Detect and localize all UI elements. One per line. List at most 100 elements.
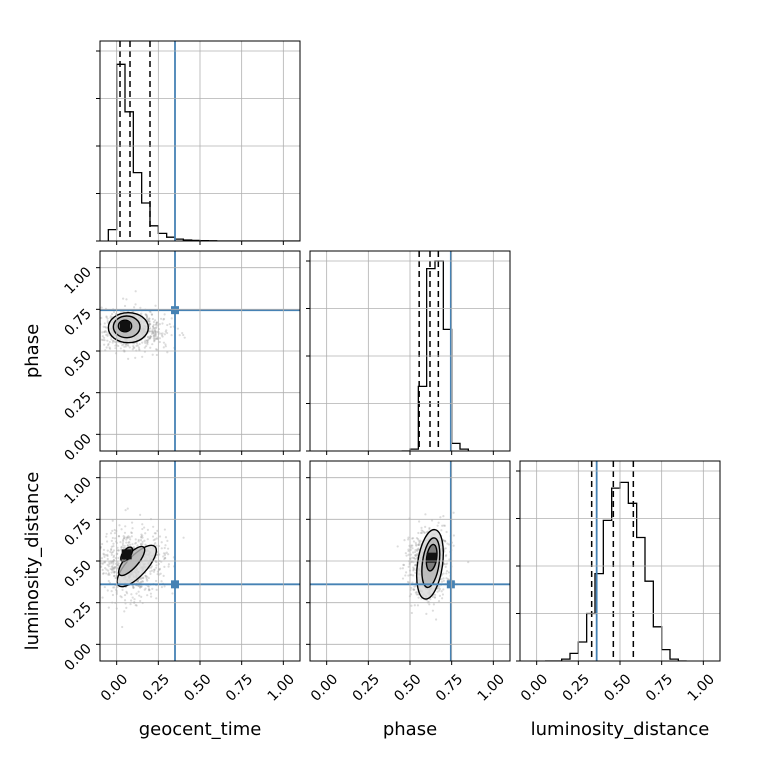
sample-point: [467, 560, 470, 564]
y-tick-label: 1.00: [61, 264, 94, 297]
sample-point: [127, 536, 130, 539]
sample-point: [155, 537, 158, 540]
panel-border: [309, 460, 511, 662]
sample-point: [429, 598, 432, 601]
sample-point: [144, 345, 148, 348]
sample-point: [148, 323, 151, 326]
sample-point: [101, 331, 104, 334]
sample-point: [146, 339, 149, 342]
sample-point: [412, 574, 415, 577]
sample-point: [413, 588, 416, 591]
sample-point: [139, 585, 142, 588]
sample-point: [121, 344, 124, 347]
sample-point: [142, 577, 145, 580]
sample-point: [440, 529, 443, 532]
sample-point: [94, 343, 96, 345]
sample-point: [425, 531, 428, 534]
sample-point: [414, 591, 417, 594]
sample-point: [139, 539, 143, 542]
sample-point: [106, 549, 109, 552]
sample-point: [96, 330, 98, 332]
sample-point: [169, 325, 172, 329]
sample-point: [412, 588, 415, 591]
sample-point: [446, 562, 449, 565]
sample-point: [93, 560, 95, 562]
sample-point: [442, 579, 445, 582]
sample-point: [108, 561, 111, 564]
sample-point: [128, 346, 131, 349]
sample-point: [444, 563, 448, 566]
sample-point: [124, 343, 128, 346]
sample-point: [443, 540, 447, 543]
x-axis-label-phase: phase: [383, 719, 437, 740]
sample-point: [166, 323, 169, 327]
sample-point: [155, 322, 158, 325]
sample-point: [138, 585, 141, 588]
sample-point: [125, 536, 128, 540]
sample-point: [154, 329, 157, 332]
sample-point: [444, 547, 447, 550]
sample-point: [133, 598, 136, 601]
sample-point: [109, 550, 112, 553]
sample-point: [112, 542, 115, 545]
sample-point: [125, 541, 128, 544]
sample-point: [407, 553, 410, 556]
sample-point: [112, 339, 115, 343]
sample-point: [114, 347, 117, 350]
sample-point: [113, 528, 116, 532]
sample-point: [417, 547, 420, 550]
sample-point: [153, 568, 156, 571]
sample-point: [442, 572, 445, 575]
sample-point: [105, 572, 108, 575]
sample-point: [414, 553, 417, 557]
sample-point: [416, 604, 420, 607]
sample-point: [108, 346, 111, 349]
sample-point: [147, 318, 150, 321]
sample-point: [155, 353, 158, 357]
sample-point: [116, 564, 120, 567]
sample-point: [171, 592, 174, 595]
sample-point: [412, 556, 415, 559]
sample-point: [93, 326, 95, 328]
panel-content: [310, 461, 510, 661]
y-tick-label: 0.50: [61, 558, 94, 591]
sample-point: [137, 540, 140, 543]
sample-point: [146, 575, 149, 578]
sample-point: [153, 328, 157, 332]
truth-marker: [446, 580, 455, 589]
sample-point: [144, 313, 148, 316]
sample-point: [164, 330, 167, 333]
sample-point: [444, 540, 447, 543]
sample-point: [125, 298, 128, 301]
sample-point: [415, 593, 418, 596]
sample-point: [132, 346, 135, 349]
sample-point: [149, 335, 152, 338]
sample-point: [121, 542, 125, 545]
sample-point: [127, 541, 130, 544]
panel-border: [519, 460, 721, 662]
sample-point: [149, 322, 152, 326]
sample-point: [144, 342, 147, 345]
sample-point: [149, 335, 152, 338]
sample-point: [140, 536, 143, 539]
sample-point: [147, 335, 150, 338]
sample-point: [128, 536, 131, 539]
sample-point: [113, 566, 116, 569]
sample-point: [103, 339, 106, 342]
sample-point: [150, 313, 154, 316]
sample-point: [95, 596, 97, 598]
sample-point: [105, 316, 108, 319]
sample-point: [113, 340, 117, 343]
sample-point: [90, 331, 92, 333]
sample-point: [183, 336, 186, 339]
sample-point: [139, 585, 143, 589]
sample-point: [418, 541, 421, 544]
sample-point: [135, 604, 138, 607]
sample-point: [163, 333, 167, 336]
sample-point: [424, 525, 427, 528]
sample-point: [140, 585, 143, 588]
sample-point: [130, 593, 133, 596]
sample-point: [87, 338, 89, 340]
sample-point: [140, 533, 143, 536]
sample-point: [119, 595, 122, 598]
